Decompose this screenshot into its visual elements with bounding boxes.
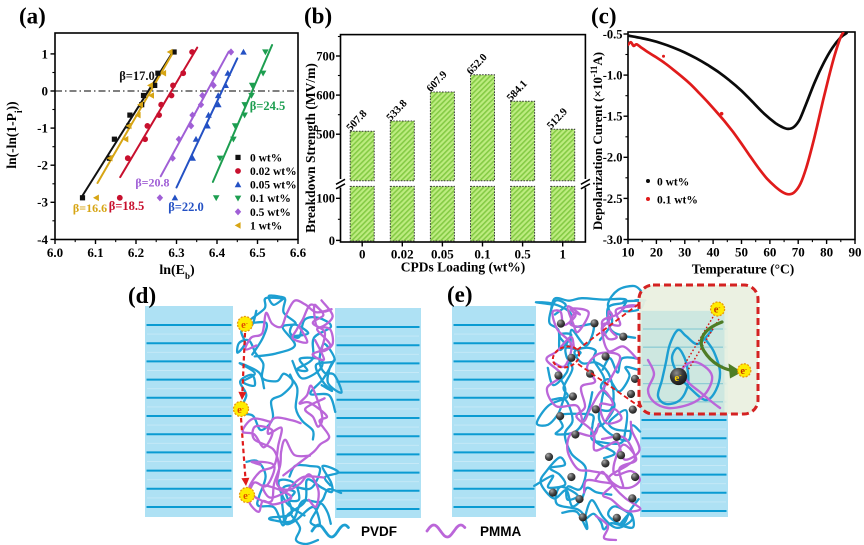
svg-text:e-: e- bbox=[237, 405, 244, 416]
svg-text:0.5: 0.5 bbox=[514, 247, 531, 262]
svg-text:0: 0 bbox=[359, 247, 366, 262]
svg-text:700: 700 bbox=[316, 49, 335, 63]
svg-text:-3: -3 bbox=[37, 195, 48, 210]
svg-text:70: 70 bbox=[792, 245, 805, 260]
svg-text:100: 100 bbox=[316, 192, 335, 206]
svg-text:0.5 wt%: 0.5 wt% bbox=[250, 207, 291, 219]
svg-text:-1: -1 bbox=[37, 121, 48, 136]
svg-text:-2: -2 bbox=[37, 158, 48, 173]
svg-text:6.2: 6.2 bbox=[128, 245, 144, 260]
svg-text:6.5: 6.5 bbox=[249, 245, 266, 260]
svg-text:Temperature (°C): Temperature (°C) bbox=[692, 262, 795, 277]
svg-text:β=16.6: β=16.6 bbox=[73, 201, 107, 215]
svg-text:0 wt%: 0 wt% bbox=[250, 152, 282, 164]
svg-text:0 wt%: 0 wt% bbox=[657, 177, 689, 189]
svg-text:60: 60 bbox=[763, 245, 776, 260]
svg-text:e-: e- bbox=[714, 305, 721, 316]
svg-text:β=24.5: β=24.5 bbox=[250, 99, 286, 113]
svg-text:β=17.0: β=17.0 bbox=[119, 69, 155, 83]
svg-text:6.6: 6.6 bbox=[290, 245, 307, 260]
svg-text:e-: e- bbox=[674, 371, 682, 384]
svg-text:-4: -4 bbox=[37, 232, 48, 247]
svg-text:0.02 wt%: 0.02 wt% bbox=[250, 166, 297, 178]
svg-text:1: 1 bbox=[559, 247, 566, 262]
svg-text:Depolarization Curent (×10-11A: Depolarization Curent (×10-11A) bbox=[589, 52, 605, 230]
svg-text:e-: e- bbox=[241, 320, 248, 331]
svg-text:6.0: 6.0 bbox=[47, 245, 63, 260]
svg-text:(c): (c) bbox=[591, 4, 617, 29]
svg-text:0.1 wt%: 0.1 wt% bbox=[657, 195, 698, 207]
svg-text:40: 40 bbox=[707, 245, 720, 260]
svg-text:(d): (d) bbox=[128, 283, 156, 308]
svg-text:0.02: 0.02 bbox=[391, 247, 414, 262]
svg-text:β=18.5: β=18.5 bbox=[109, 199, 145, 213]
svg-text:-1.5: -1.5 bbox=[603, 110, 623, 124]
svg-text:0.05 wt%: 0.05 wt% bbox=[250, 180, 297, 192]
svg-text:(a): (a) bbox=[19, 4, 46, 29]
svg-text:80: 80 bbox=[820, 245, 833, 260]
svg-text:-2.5: -2.5 bbox=[603, 192, 623, 206]
svg-text:500: 500 bbox=[316, 128, 335, 142]
svg-text:(b): (b) bbox=[304, 4, 332, 29]
svg-text:50: 50 bbox=[735, 245, 748, 260]
svg-text:6.3: 6.3 bbox=[168, 245, 185, 260]
svg-text:-1.0: -1.0 bbox=[603, 69, 623, 83]
svg-text:0: 0 bbox=[42, 83, 49, 98]
svg-text:6.4: 6.4 bbox=[209, 245, 226, 260]
svg-text:(e): (e) bbox=[447, 282, 473, 307]
svg-text:6.1: 6.1 bbox=[87, 245, 103, 260]
svg-text:-3.0: -3.0 bbox=[603, 233, 623, 247]
svg-text:0.1 wt%: 0.1 wt% bbox=[250, 193, 291, 205]
svg-text:0: 0 bbox=[329, 234, 335, 248]
svg-text:90: 90 bbox=[849, 245, 862, 260]
svg-text:30: 30 bbox=[678, 245, 691, 260]
svg-text:600: 600 bbox=[316, 89, 335, 103]
svg-text:β=20.8: β=20.8 bbox=[135, 176, 169, 190]
svg-text:e-: e- bbox=[243, 491, 250, 502]
svg-text:CPDs Loading (wt%): CPDs Loading (wt%) bbox=[401, 260, 526, 275]
svg-text:β=22.0: β=22.0 bbox=[168, 200, 204, 214]
svg-text:20: 20 bbox=[650, 245, 663, 260]
svg-text:1: 1 bbox=[42, 46, 49, 61]
svg-text:-0.5: -0.5 bbox=[603, 27, 623, 41]
svg-text:e-: e- bbox=[740, 366, 747, 377]
svg-text:0.1: 0.1 bbox=[474, 247, 490, 262]
svg-text:Breakdown Strength (MV/m): Breakdown Strength (MV/m) bbox=[303, 63, 318, 233]
svg-text:0.05: 0.05 bbox=[431, 247, 454, 262]
svg-text:-2.0: -2.0 bbox=[603, 151, 623, 165]
svg-text:10: 10 bbox=[622, 245, 635, 260]
svg-text:1 wt%: 1 wt% bbox=[250, 220, 282, 232]
svg-text:PMMA: PMMA bbox=[480, 524, 521, 539]
svg-text:PVDF: PVDF bbox=[361, 524, 397, 539]
